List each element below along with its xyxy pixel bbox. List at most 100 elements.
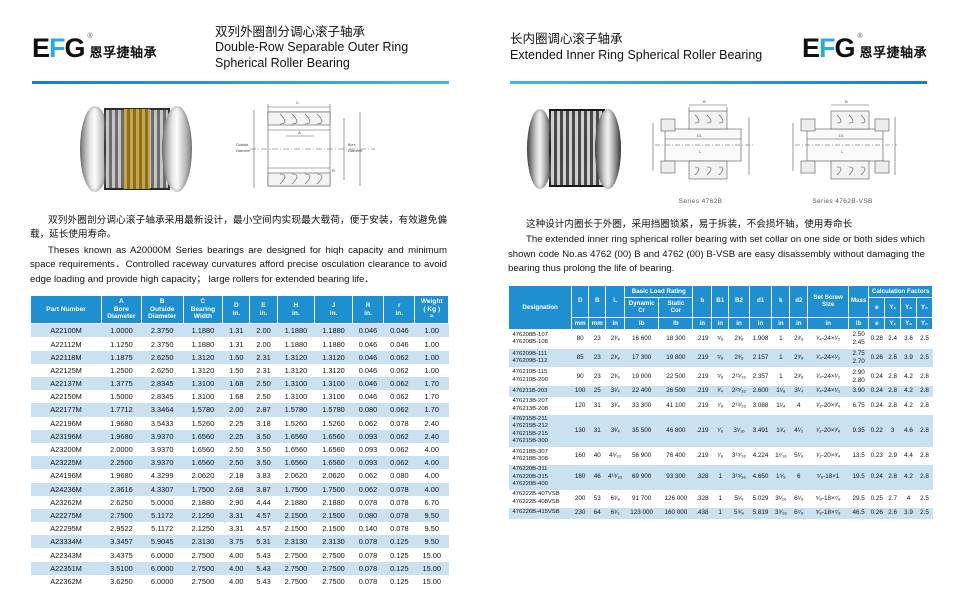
cell-k: 1³⁄₄ — [771, 414, 790, 448]
cell-value: 1.7712 — [101, 403, 142, 417]
cell-value: 3.9370 — [141, 456, 184, 470]
cell-d2: 6⁷⁄₈ — [789, 507, 808, 519]
left-description: 双列外圈剖分调心滚子轴承采用最新设计，最小空间内实现最大载荷，便于安装，有效避免… — [30, 214, 447, 287]
cell-value: 1.31 — [222, 337, 250, 351]
cell-value: 5.0000 — [141, 495, 184, 509]
cell-e: 0.25 — [868, 489, 885, 508]
right-figure-caption-1: Series 4762B — [678, 198, 723, 205]
cell-d1: 2.157 — [749, 348, 772, 368]
cell-e: 0.23 — [868, 447, 885, 465]
cell-y0: 2.8 — [916, 414, 933, 448]
cell-cr: 16 600 — [624, 329, 659, 349]
cell-y0: 2.5 — [916, 489, 933, 508]
cell-part-number: A22275M — [30, 508, 102, 523]
cell-part-number: A22177M — [30, 403, 102, 417]
cell-value: 0.046 — [352, 350, 384, 364]
cell-value: 1.9680 — [101, 416, 142, 430]
label-bore-diameter: Bore — [348, 143, 356, 147]
cell-value: 3.87 — [249, 482, 278, 496]
cell-mass: 2.75 2.70 — [848, 348, 869, 368]
cell-value: 4.00 — [222, 548, 250, 562]
table-row: A23225M 2.2500 3.9370 1.6560 2.50 3.50 1.6560 1… — [30, 456, 449, 470]
cell-value: 2.0000 — [101, 442, 142, 457]
col-y1: Y₁ — [884, 296, 902, 318]
cell-y2: 4.2 — [900, 367, 917, 386]
cell-value: 1.1880 — [314, 323, 353, 338]
cell-value: 4.00 — [414, 469, 449, 483]
cell-screw: ⁵⁄₈-18×1 — [807, 464, 849, 490]
cell-value: 0.078 — [352, 535, 384, 549]
left-header-row: Part Number A Bore Diameter B Outside Diam… — [29, 294, 449, 325]
logo-efg-text: EFG ® — [32, 33, 93, 62]
cell-value: 2.68 — [222, 482, 250, 496]
cell-value: 6.0000 — [141, 548, 184, 562]
svg-text:B: B — [703, 99, 706, 104]
cell-value: 3.9370 — [141, 429, 184, 443]
unit-y0: Y₀ — [915, 316, 934, 330]
table-row: A22118M 1.1875 2.6250 1.3120 1.50 2.31 1.3120 1… — [30, 350, 449, 364]
cell-d1: 3.088 — [749, 396, 772, 415]
cell-y2: 4.2 — [900, 464, 917, 490]
cell-value: 2.1250 — [183, 522, 223, 536]
right-figure-caption-2: Series 4762B-VSB — [812, 198, 873, 205]
cell-value: 9.50 — [414, 508, 449, 523]
cell-e: 0.26 — [868, 348, 885, 368]
brass-cage — [123, 109, 150, 189]
registered-trademark-icon-right: ® — [857, 32, 862, 40]
left-description-chinese: 双列外圈剖分调心滚子轴承采用最新设计，最小空间内实现最大载荷，便于安装，有效避免… — [30, 215, 447, 241]
cell-value: 5.43 — [249, 548, 278, 562]
cell-B: 53 — [588, 489, 606, 508]
cell-value: 1.7500 — [314, 482, 353, 496]
cell-value: 3.31 — [222, 522, 250, 536]
cell-value: 2.3130 — [183, 535, 223, 549]
col-k: k — [771, 284, 791, 318]
left-title-chinese: 双列外圈剖分调心滚子轴承 — [215, 24, 366, 39]
cell-value: 1.3120 — [277, 363, 315, 377]
cell-k: 1¹⁄₄ — [771, 396, 790, 415]
table-row: A23200M 2.0000 3.9370 1.6560 2.50 3.50 1.6560 1… — [30, 442, 449, 457]
col-y0: Y₀ — [915, 296, 934, 318]
cell-designation: 476210B-115 476210B-200 — [508, 367, 572, 386]
cell-y2: 4.4 — [900, 447, 917, 465]
brand-logo-right: EFG ® 恩孚捷轴承 — [802, 32, 927, 62]
cell-value: 5.9045 — [141, 535, 184, 549]
right-header: 长内圈调心滚子轴承 Extended Inner Ring Spherical … — [510, 26, 927, 78]
left-header: EFG ® 恩孚捷轴承 双列外圈剖分调心滚子轴承 Double-Row Separ… — [32, 24, 449, 78]
table-row: A22177M 1.7712 3.3464 1.5780 2.00 2.87 1.5780 1… — [30, 403, 449, 417]
svg-text:L: L — [699, 150, 701, 154]
cell-mass: 29.5 — [848, 489, 869, 508]
cell-B2: 2¹⁹⁄₃₂ — [728, 396, 750, 415]
cell-value: 1.3100 — [277, 377, 315, 391]
col-b: B Outside Diameter — [140, 294, 184, 325]
cell-value: 4.00 — [414, 456, 449, 470]
cell-mass: 9.35 — [848, 414, 869, 448]
cell-part-number: A23262M — [30, 495, 102, 509]
right-header-row-2: Dynamic Cr Static Cor e Y₁ Y₂ Y₀ — [509, 296, 934, 318]
cell-value: 5.31 — [249, 535, 278, 549]
cell-designation: 476211B-203 — [508, 385, 572, 397]
cell-d1: 5.819 — [749, 507, 772, 519]
cell-b: .219 — [692, 385, 712, 397]
unit-b2: in — [728, 316, 750, 330]
label-a: A — [298, 130, 301, 135]
cell-cor: 93 300 — [658, 464, 693, 490]
cell-value: 1.5000 — [101, 390, 142, 404]
cell-value: 2.2500 — [101, 456, 142, 470]
cell-value: 2.1500 — [314, 508, 353, 523]
cell-L: 4¹⁹⁄₃₂ — [605, 464, 625, 490]
cell-value: 3.50 — [249, 456, 278, 470]
table-row: A22125M 1.2500 2.6250 1.3120 1.50 2.31 1.3120 1… — [30, 363, 449, 377]
cell-designation: 476208B-107 476208B-108 — [508, 329, 572, 349]
cell-value: 1.5780 — [277, 403, 315, 417]
right-panel: 长内圈调心滚子轴承 Extended Inner Ring Spherical … — [478, 0, 955, 611]
cell-part-number: A22196M — [30, 416, 102, 430]
cell-mass: 13.5 — [848, 447, 869, 465]
cell-value: 3.50 — [249, 429, 278, 443]
cell-L: 2³⁄₈ — [605, 329, 625, 349]
table-row: A22137M 1.3775 2.8345 1.3100 1.68 2.50 1.3100 1… — [30, 377, 449, 391]
right-header-row-1: Designation D B L Basic Load Rating b B1… — [507, 284, 933, 330]
series-4762b-vsb-svg: B D1 L — [792, 99, 897, 180]
cell-D: 100 — [571, 385, 589, 397]
